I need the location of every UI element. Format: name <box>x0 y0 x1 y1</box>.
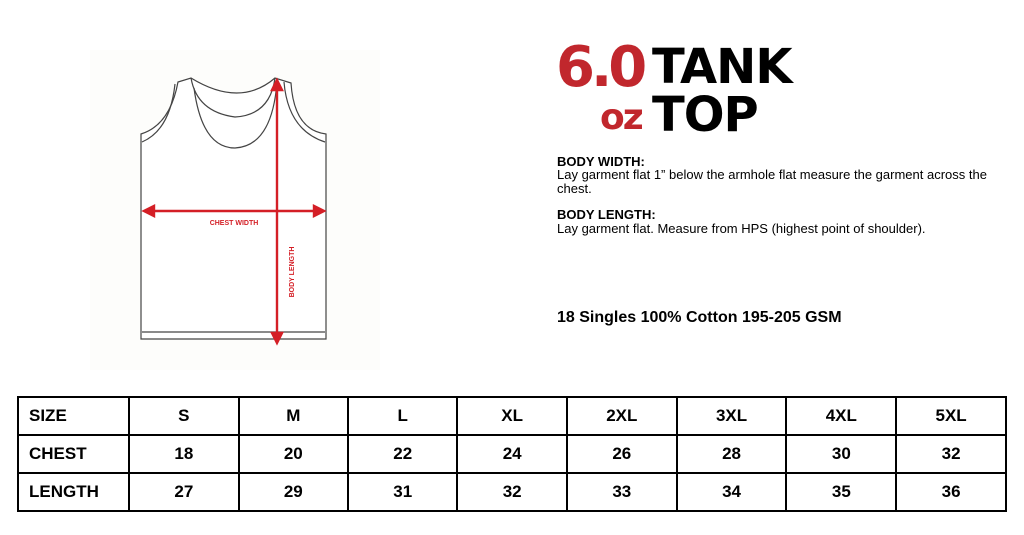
header-cell: SIZE <box>16 396 131 436</box>
table-cell: 27 <box>128 472 240 512</box>
header-cell: L <box>346 396 459 436</box>
table-cell: 35 <box>785 472 898 512</box>
table-cell: 33 <box>565 472 678 512</box>
table-cell: 24 <box>456 434 568 474</box>
logo-weight: 6.0 <box>556 35 647 100</box>
body-length-heading: BODY LENGTH: <box>557 207 656 222</box>
tank-top-illustration: CHEST WIDTH BODY LENGTH <box>140 77 327 346</box>
header-cell: M <box>237 396 349 436</box>
table-cell: 36 <box>895 472 1007 512</box>
tank-top-diagram: CHEST WIDTH BODY LENGTH <box>90 50 380 370</box>
header-cell: 3XL <box>675 396 788 436</box>
table-cell: 32 <box>895 434 1007 474</box>
table-cell: 30 <box>785 434 898 474</box>
logo-title-line2: TOP <box>652 87 759 143</box>
table-cell: 20 <box>237 434 349 474</box>
header-cell: 4XL <box>785 396 898 436</box>
chest-width-label: CHEST WIDTH <box>210 220 259 227</box>
table-cell: 28 <box>675 434 788 474</box>
table-cell: 22 <box>346 434 459 474</box>
table-cell: 18 <box>128 434 240 474</box>
header-cell: 5XL <box>895 396 1007 436</box>
table-cell: 26 <box>565 434 678 474</box>
table-cell: 34 <box>675 472 788 512</box>
body-width-heading: BODY WIDTH: <box>557 154 645 169</box>
header-cell: XL <box>456 396 568 436</box>
body-length-label: BODY LENGTH <box>289 247 296 298</box>
table-row: CHEST 18 20 22 24 26 28 30 32 <box>16 434 1007 474</box>
table-cell: 31 <box>346 472 459 512</box>
body-length-text: Lay garment flat. Measure from HPS (high… <box>557 221 926 236</box>
fabric-spec: 18 Singles 100% Cotton 195-205 GSM <box>557 309 842 326</box>
body-width-text: Lay garment flat 1” below the armhole fl… <box>557 167 987 196</box>
table-row: LENGTH 27 29 31 32 33 34 35 36 <box>16 472 1007 512</box>
table-header-row: SIZE S M L XL 2XL 3XL 4XL 5XL <box>16 396 1007 436</box>
header-cell: S <box>128 396 240 436</box>
logo-title-line1: TANK <box>652 39 793 95</box>
size-chart-table: SIZE S M L XL 2XL 3XL 4XL 5XL CHEST 18 2… <box>16 396 1007 512</box>
logo-unit: oz <box>600 97 644 138</box>
row-label: CHEST <box>16 434 131 474</box>
table-cell: 29 <box>237 472 349 512</box>
table-cell: 32 <box>456 472 568 512</box>
row-label: LENGTH <box>16 472 131 512</box>
header-cell: 2XL <box>565 396 678 436</box>
